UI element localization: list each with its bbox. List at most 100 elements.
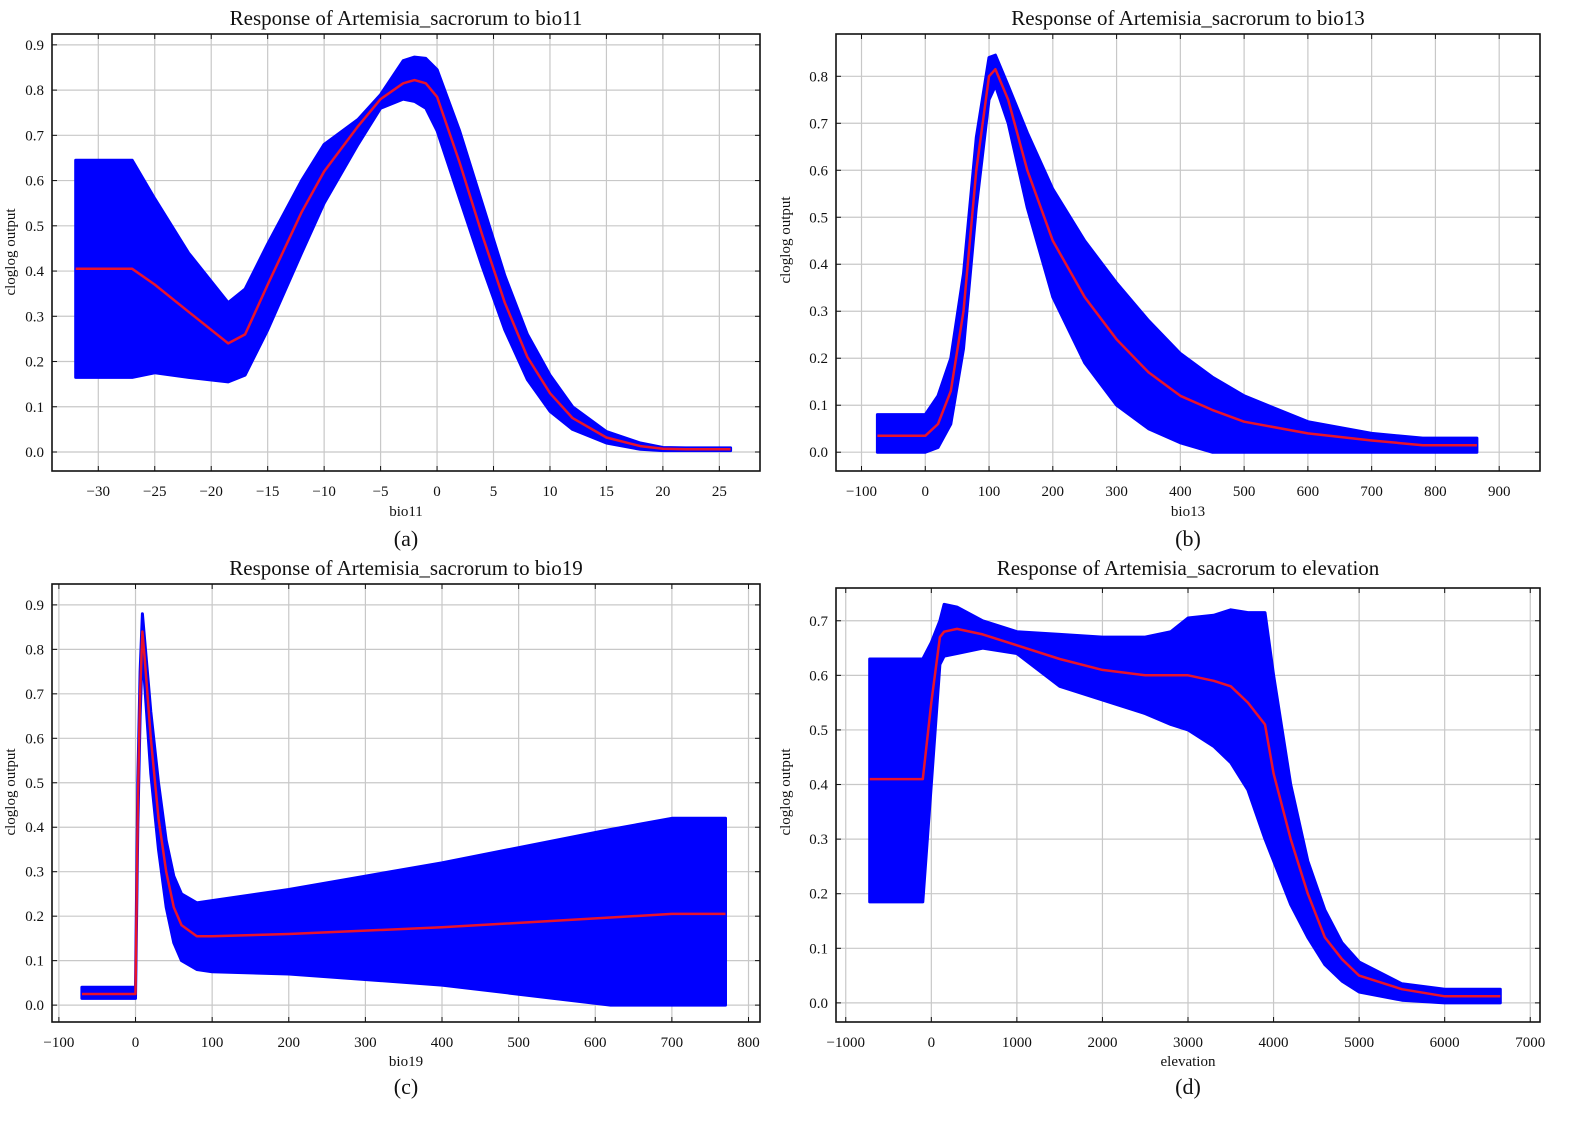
y-axis-label: cloglog output <box>778 748 794 836</box>
y-tick-label: 0.3 <box>809 304 828 320</box>
x-tick-label: 500 <box>1233 484 1256 500</box>
y-tick-label: 0.2 <box>809 351 828 367</box>
y-tick-label: 0.6 <box>25 174 44 190</box>
y-tick-label: 0.0 <box>809 996 828 1012</box>
x-axis-label: bio11 <box>389 504 423 520</box>
confidence-band <box>80 612 727 1007</box>
chart-title: Response of Artemisia_sacrorum to bio13 <box>1011 6 1364 30</box>
x-tick-label: 6000 <box>1430 1035 1460 1051</box>
x-tick-label: 100 <box>978 484 1001 500</box>
y-tick-label: 0.7 <box>809 116 828 132</box>
y-tick-label: 0.8 <box>809 69 828 85</box>
x-tick-label: 700 <box>661 1035 684 1051</box>
plot-area <box>51 583 761 1023</box>
chart-title: Response of Artemisia_sacrorum to bio19 <box>229 556 582 580</box>
x-tick-label: 0 <box>132 1035 140 1051</box>
x-tick-label: 300 <box>1105 484 1128 500</box>
x-tick-label: 100 <box>201 1035 224 1051</box>
x-tick-label: 10 <box>542 484 557 500</box>
panel-a: Response of Artemisia_sacrorum to bio11 … <box>3 6 761 551</box>
y-tick-label: 0.6 <box>809 668 828 684</box>
x-tick-label: 20 <box>655 484 670 500</box>
plot-area <box>835 587 1541 1023</box>
y-tick-label: 0.1 <box>25 400 44 416</box>
mean-response-line <box>869 627 1501 998</box>
y-tick-label: 0.5 <box>25 219 44 235</box>
y-tick-label: 0.3 <box>809 832 828 848</box>
y-tick-label: 0.1 <box>809 941 828 957</box>
y-tick-label: 0.2 <box>809 887 828 903</box>
x-tick-label: 200 <box>1042 484 1065 500</box>
x-tick-label: 15 <box>599 484 614 500</box>
y-tick-label: 0.2 <box>25 355 44 371</box>
x-tick-label: −10 <box>312 484 335 500</box>
x-tick-label: 7000 <box>1515 1035 1545 1051</box>
y-tick-label: 0.6 <box>25 731 44 747</box>
x-tick-label: 500 <box>507 1035 530 1051</box>
panel-label: (b) <box>1175 526 1201 551</box>
y-axis-label: cloglog output <box>778 196 794 284</box>
x-tick-label: 5 <box>490 484 498 500</box>
x-tick-label: −100 <box>43 1035 74 1051</box>
y-tick-label: 0.2 <box>25 909 44 925</box>
y-axis-label: cloglog output <box>3 748 19 836</box>
x-tick-label: −5 <box>373 484 389 500</box>
x-tick-label: 200 <box>278 1035 301 1051</box>
x-tick-label: 700 <box>1360 484 1383 500</box>
y-tick-label: 0.7 <box>809 614 828 630</box>
x-tick-label: 800 <box>1424 484 1447 500</box>
y-tick-label: 0.1 <box>809 398 828 414</box>
panel-b: Response of Artemisia_sacrorum to bio13 … <box>778 6 1541 551</box>
x-tick-label: 4000 <box>1259 1035 1289 1051</box>
plot-area <box>51 33 761 472</box>
x-tick-label: −15 <box>256 484 279 500</box>
y-tick-label: 0.4 <box>25 820 44 836</box>
y-tick-label: 0.7 <box>25 128 44 144</box>
x-tick-label: 600 <box>1297 484 1320 500</box>
plot-area <box>835 33 1541 472</box>
x-tick-label: 400 <box>431 1035 454 1051</box>
y-tick-label: 0.8 <box>25 83 44 99</box>
y-tick-label: 0.1 <box>25 954 44 970</box>
x-tick-label: 400 <box>1169 484 1192 500</box>
y-tick-label: 0.5 <box>25 776 44 792</box>
x-tick-label: 0 <box>433 484 441 500</box>
x-tick-label: 2000 <box>1087 1035 1117 1051</box>
mean-response-line <box>877 67 1477 447</box>
panel-d: Response of Artemisia_sacrorum to elevat… <box>778 556 1545 1099</box>
y-tick-label: 0.6 <box>809 163 828 179</box>
y-tick-label: 0.3 <box>25 309 44 325</box>
y-tick-label: 0.4 <box>809 778 828 794</box>
x-tick-label: −1000 <box>827 1035 865 1051</box>
x-tick-label: 600 <box>584 1035 607 1051</box>
x-tick-label: 3000 <box>1173 1035 1203 1051</box>
x-tick-label: 900 <box>1488 484 1511 500</box>
y-tick-label: 0.7 <box>25 687 44 703</box>
chart-title: Response of Artemisia_sacrorum to bio11 <box>230 6 583 30</box>
panel-label: (d) <box>1175 1074 1201 1099</box>
x-tick-label: 1000 <box>1002 1035 1032 1051</box>
x-tick-label: 25 <box>712 484 727 500</box>
chart-title: Response of Artemisia_sacrorum to elevat… <box>997 556 1380 580</box>
y-tick-label: 0.0 <box>809 445 828 461</box>
y-tick-label: 0.4 <box>25 264 44 280</box>
mean-response-line <box>75 78 731 451</box>
y-tick-label: 0.4 <box>809 257 828 273</box>
y-tick-label: 0.0 <box>25 445 44 461</box>
panel-label: (c) <box>394 1074 418 1099</box>
x-tick-label: −100 <box>846 484 877 500</box>
x-axis-label: bio13 <box>1171 504 1205 520</box>
plot-frame <box>835 33 1541 472</box>
x-tick-label: −20 <box>199 484 222 500</box>
x-tick-label: 800 <box>737 1035 760 1051</box>
confidence-band <box>74 55 733 453</box>
y-tick-label: 0.5 <box>809 210 828 226</box>
y-tick-label: 0.5 <box>809 723 828 739</box>
x-axis-label: elevation <box>1161 1054 1216 1070</box>
mean-response-line <box>81 630 726 996</box>
x-tick-label: −25 <box>143 484 166 500</box>
y-tick-label: 0.8 <box>25 642 44 658</box>
x-tick-label: 0 <box>928 1035 936 1051</box>
x-axis-label: bio19 <box>389 1054 423 1070</box>
